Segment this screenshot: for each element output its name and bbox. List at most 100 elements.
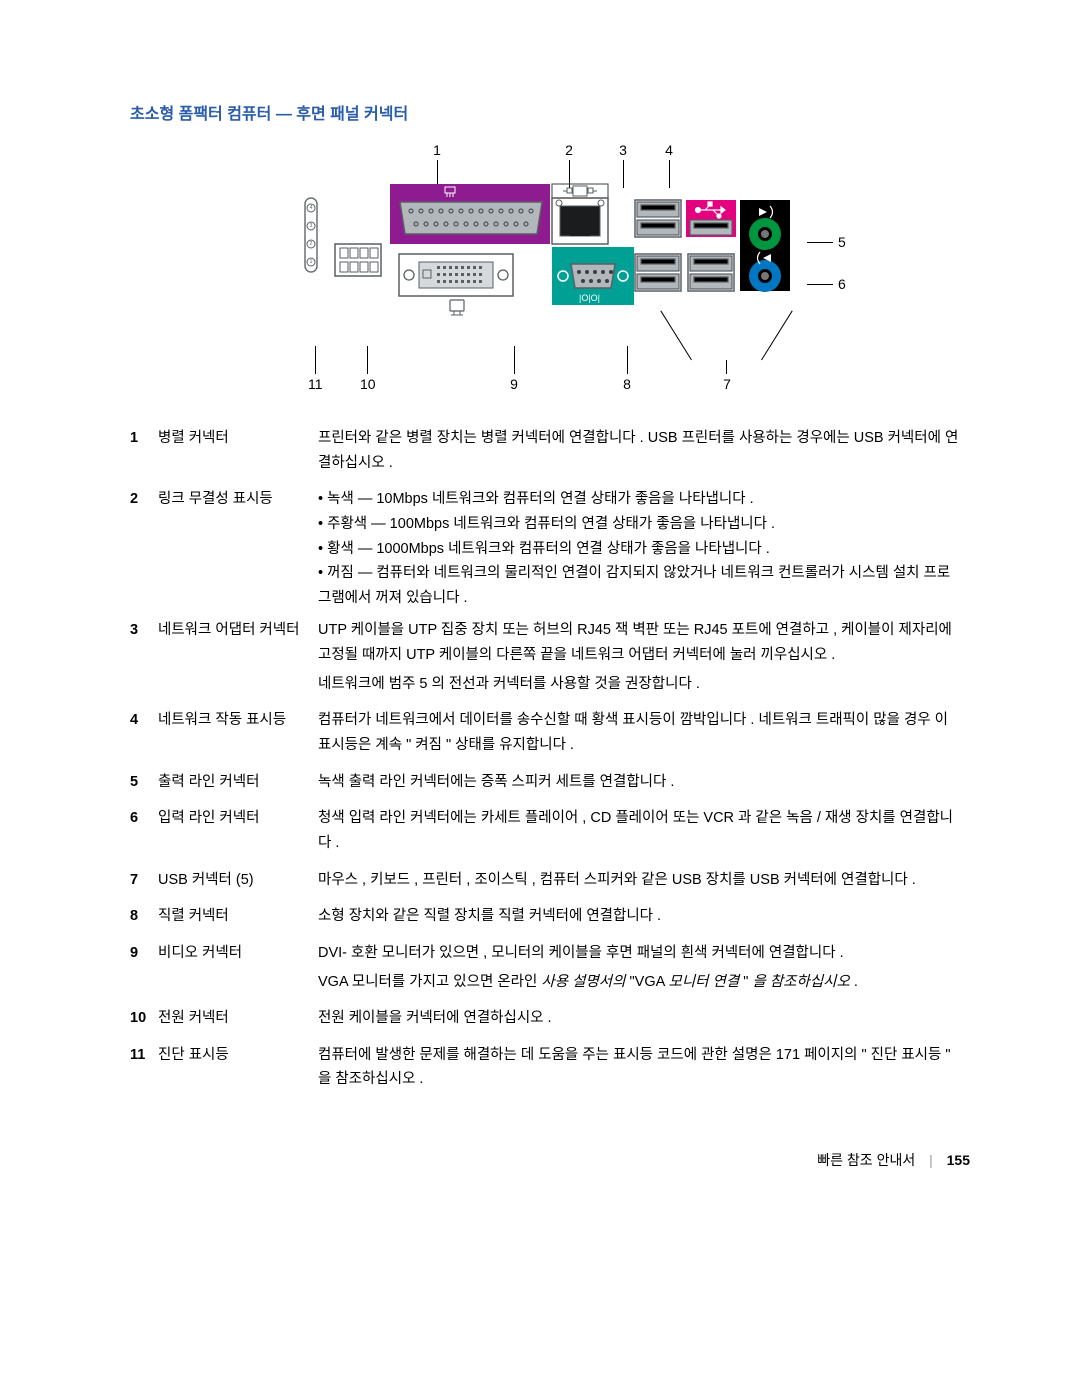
footer-separator: | bbox=[929, 1152, 933, 1168]
callout-label: 11 bbox=[308, 376, 323, 392]
callout-label: 6 bbox=[838, 276, 846, 292]
footer-text: 빠른 참조 안내서 bbox=[817, 1152, 915, 1168]
connector-name: 전원 커넥터 bbox=[158, 1002, 318, 1039]
table-row: 11진단 표시등컴퓨터에 발생한 문제를 해결하는 데 도움을 주는 표시등 코… bbox=[130, 1039, 970, 1100]
callout-8: 8 bbox=[620, 346, 634, 392]
description-paragraph: 녹색 출력 라인 커넥터에는 증폭 스피커 세트를 연결합니다 . bbox=[318, 770, 960, 795]
row-number: 10 bbox=[130, 1002, 158, 1039]
connector-description: UTP 케이블을 UTP 집중 장치 또는 허브의 RJ45 잭 벽판 또는 R… bbox=[318, 614, 970, 704]
callout-line bbox=[514, 346, 515, 374]
table-row: 5출력 라인 커넥터녹색 출력 라인 커넥터에는 증폭 스피커 세트를 연결합니… bbox=[130, 766, 970, 803]
connector-description: 전원 케이블을 커넥터에 연결하십시오 . bbox=[318, 1002, 970, 1039]
callout-label: 4 bbox=[665, 142, 673, 158]
svg-text:3: 3 bbox=[310, 223, 313, 229]
connector-name: 비디오 커넥터 bbox=[158, 937, 318, 1002]
callout-label: 9 bbox=[510, 376, 518, 392]
description-bullets: 녹색 — 10Mbps 네트워크와 컴퓨터의 연결 상태가 좋음을 나타냅니다 … bbox=[318, 487, 960, 610]
table-row: 7USB 커넥터 (5)마우스 , 키보드 , 프린터 , 조이스틱 , 컴퓨터… bbox=[130, 864, 970, 901]
connector-description: DVI- 호환 모니터가 있으면 , 모니터의 케이블을 후면 패널의 흰색 커… bbox=[318, 937, 970, 1002]
row-number: 1 bbox=[130, 422, 158, 483]
svg-text:1: 1 bbox=[310, 259, 313, 265]
row-number: 2 bbox=[130, 483, 158, 614]
table-row: 3네트워크 어댑터 커넥터UTP 케이블을 UTP 집중 장치 또는 허브의 R… bbox=[130, 614, 970, 704]
description-paragraph: 컴퓨터에 발생한 문제를 해결하는 데 도움을 주는 표시등 코드에 관한 설명… bbox=[318, 1043, 960, 1092]
callout-line bbox=[726, 360, 727, 374]
callout-label: 10 bbox=[360, 376, 376, 392]
callout-line bbox=[367, 346, 368, 374]
callout-6: 6 bbox=[807, 276, 846, 292]
connector-name: 네트워크 어댑터 커넥터 bbox=[158, 614, 318, 704]
table-row: 6입력 라인 커넥터청색 입력 라인 커넥터에는 카세트 플레이어 , CD 플… bbox=[130, 802, 970, 863]
table-row: 10전원 커넥터전원 케이블을 커넥터에 연결하십시오 . bbox=[130, 1002, 970, 1039]
row-number: 8 bbox=[130, 900, 158, 937]
panel-illustration: 4 3 2 1 bbox=[345, 184, 801, 324]
description-italic: VGA 모니터를 가지고 있으면 온라인 사용 설명서의 "VGA 모니터 연결… bbox=[318, 970, 960, 995]
connector-name: 링크 무결성 표시등 bbox=[158, 483, 318, 614]
bullet-item: 꺼짐 — 컴퓨터와 네트워크의 물리적인 연결이 감지되지 않았거나 네트워크 … bbox=[318, 561, 960, 610]
callout-line bbox=[627, 346, 628, 374]
connector-description: 컴퓨터에 발생한 문제를 해결하는 데 도움을 주는 표시등 코드에 관한 설명… bbox=[318, 1039, 970, 1100]
connector-description: 마우스 , 키보드 , 프린터 , 조이스틱 , 컴퓨터 스피커와 같은 USB… bbox=[318, 864, 970, 901]
description-paragraph: 마우스 , 키보드 , 프린터 , 조이스틱 , 컴퓨터 스피커와 같은 USB… bbox=[318, 868, 960, 893]
connector-description: 청색 입력 라인 커넥터에는 카세트 플레이어 , CD 플레이어 또는 VCR… bbox=[318, 802, 970, 863]
callout-4: 4 bbox=[662, 142, 676, 188]
connector-description: 컴퓨터가 네트워크에서 데이터를 송수신할 때 황색 표시등이 깜박입니다 . … bbox=[318, 704, 970, 765]
row-number: 4 bbox=[130, 704, 158, 765]
section-heading: 초소형 폼팩터 컴퓨터 — 후면 패널 커넥터 bbox=[130, 100, 970, 124]
description-paragraph: 프린터와 같은 병렬 장치는 병렬 커넥터에 연결합니다 . USB 프린터를 … bbox=[318, 426, 960, 475]
row-number: 9 bbox=[130, 937, 158, 1002]
callout-label: 2 bbox=[565, 142, 573, 158]
bullet-item: 녹색 — 10Mbps 네트워크와 컴퓨터의 연결 상태가 좋음을 나타냅니다 … bbox=[318, 487, 960, 512]
svg-text:2: 2 bbox=[310, 241, 313, 247]
svg-text:4: 4 bbox=[310, 205, 313, 211]
connector-name: 출력 라인 커넥터 bbox=[158, 766, 318, 803]
row-number: 11 bbox=[130, 1039, 158, 1100]
callout-2: 2 bbox=[562, 142, 576, 188]
description-paragraph: 컴퓨터가 네트워크에서 데이터를 송수신할 때 황색 표시등이 깜박입니다 . … bbox=[318, 708, 960, 757]
callout-11: 11 bbox=[308, 346, 322, 392]
table-row: 1병렬 커넥터프린터와 같은 병렬 장치는 병렬 커넥터에 연결합니다 . US… bbox=[130, 422, 970, 483]
callout-line bbox=[807, 284, 833, 285]
description-paragraph: UTP 케이블을 UTP 집중 장치 또는 허브의 RJ45 잭 벽판 또는 R… bbox=[318, 618, 960, 667]
connector-name: 네트워크 작동 표시등 bbox=[158, 704, 318, 765]
callout-9: 9 bbox=[507, 346, 521, 392]
description-paragraph: 청색 입력 라인 커넥터에는 카세트 플레이어 , CD 플레이어 또는 VCR… bbox=[318, 806, 960, 855]
table-row: 8직렬 커넥터소형 장치와 같은 직렬 장치를 직렬 커넥터에 연결합니다 . bbox=[130, 900, 970, 937]
connector-name: 진단 표시등 bbox=[158, 1039, 318, 1100]
callout-5: 5 bbox=[807, 234, 846, 250]
table-row: 4네트워크 작동 표시등컴퓨터가 네트워크에서 데이터를 송수신할 때 황색 표… bbox=[130, 704, 970, 765]
callout-line bbox=[807, 242, 833, 243]
rear-panel-svg: 4 3 2 1 bbox=[345, 184, 801, 324]
callout-label: 8 bbox=[623, 376, 631, 392]
row-number: 7 bbox=[130, 864, 158, 901]
callout-3: 3 bbox=[616, 142, 630, 188]
connector-description: 소형 장치와 같은 직렬 장치를 직렬 커넥터에 연결합니다 . bbox=[318, 900, 970, 937]
connector-description: 프린터와 같은 병렬 장치는 병렬 커넥터에 연결합니다 . USB 프린터를 … bbox=[318, 422, 970, 483]
row-number: 6 bbox=[130, 802, 158, 863]
connector-name: USB 커넥터 (5) bbox=[158, 864, 318, 901]
description-paragraph: 소형 장치와 같은 직렬 장치를 직렬 커넥터에 연결합니다 . bbox=[318, 904, 960, 929]
callout-label: 5 bbox=[838, 234, 846, 250]
callout-1: 1 bbox=[430, 142, 444, 188]
description-paragraph: 전원 케이블을 커넥터에 연결하십시오 . bbox=[318, 1006, 960, 1031]
callout-label: 3 bbox=[619, 142, 627, 158]
callout-label: 1 bbox=[433, 142, 441, 158]
connector-description: 녹색 — 10Mbps 네트워크와 컴퓨터의 연결 상태가 좋음을 나타냅니다 … bbox=[318, 483, 970, 614]
description-paragraph: DVI- 호환 모니터가 있으면 , 모니터의 케이블을 후면 패널의 흰색 커… bbox=[318, 941, 960, 966]
description-paragraph: 네트워크에 범주 5 의 전선과 커넥터를 사용할 것을 권장합니다 . bbox=[318, 672, 960, 697]
page-number: 155 bbox=[947, 1152, 970, 1168]
page-footer: 빠른 참조 안내서 | 155 bbox=[130, 1150, 970, 1170]
callout-label: 7 bbox=[723, 376, 731, 392]
row-number: 5 bbox=[130, 766, 158, 803]
svg-text:|O|O|: |O|O| bbox=[579, 293, 600, 303]
bullet-item: 주황색 — 100Mbps 네트워크와 컴퓨터의 연결 상태가 좋음을 나타냅니… bbox=[318, 512, 960, 537]
rear-panel-diagram: 1 2 3 4 5 6 11 10 9 8 7 bbox=[260, 142, 880, 392]
table-row: 9비디오 커넥터DVI- 호환 모니터가 있으면 , 모니터의 케이블을 후면 … bbox=[130, 937, 970, 1002]
connector-table: 1병렬 커넥터프린터와 같은 병렬 장치는 병렬 커넥터에 연결합니다 . US… bbox=[130, 422, 970, 1100]
callout-7: 7 bbox=[720, 376, 734, 392]
table-row: 2링크 무결성 표시등녹색 — 10Mbps 네트워크와 컴퓨터의 연결 상태가… bbox=[130, 483, 970, 614]
callout-10: 10 bbox=[360, 346, 374, 392]
callout-line bbox=[315, 346, 316, 374]
connector-name: 병렬 커넥터 bbox=[158, 422, 318, 483]
bullet-item: 황색 — 1000Mbps 네트워크와 컴퓨터의 연결 상태가 좋음을 나타냅니… bbox=[318, 537, 960, 562]
